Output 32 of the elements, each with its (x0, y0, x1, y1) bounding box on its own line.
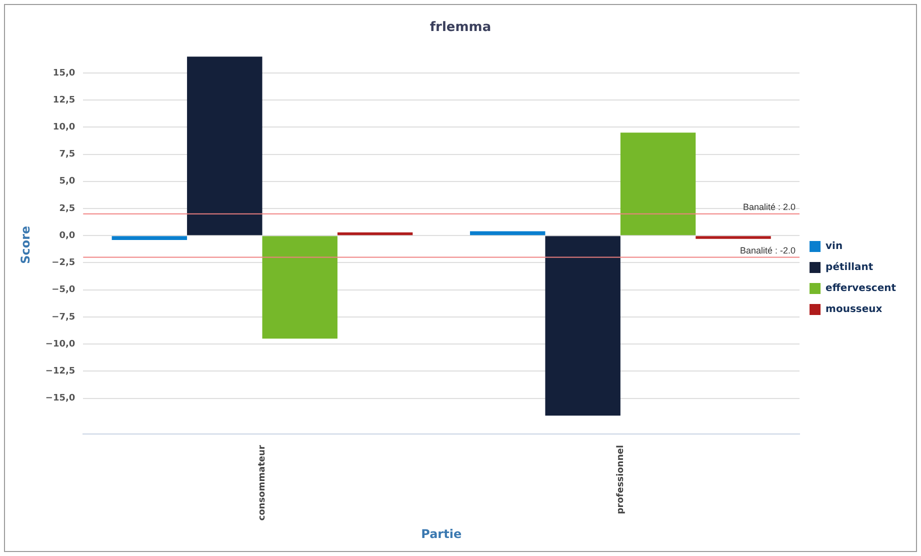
x-axis-title: Partie (421, 526, 462, 541)
y-tick-label: 7,5 (59, 150, 76, 160)
y-tick-label: −15,0 (45, 394, 76, 404)
y-tick-label: 2,5 (59, 204, 76, 214)
x-tick-label: professionnel (616, 445, 626, 514)
legend-label: effervescent (826, 283, 896, 294)
legend-label: mousseux (826, 304, 883, 316)
x-tick-label: consommateur (258, 444, 268, 521)
legend-label: pétillant (826, 262, 874, 274)
ref-line-label: Banalité : 2.0 (742, 202, 796, 212)
y-tick-label: −10,0 (45, 339, 76, 350)
bar (696, 236, 771, 239)
y-tick-label: 0,0 (59, 230, 76, 241)
ref-line-label: Banalité : -2.0 (740, 245, 796, 256)
y-tick-label: −12,5 (45, 366, 76, 377)
y-tick-label: −2,5 (52, 258, 76, 268)
bar (337, 232, 413, 236)
y-tick-label: −7,5 (52, 312, 76, 322)
bar (262, 236, 338, 339)
y-tick-label: 12,5 (52, 95, 76, 106)
bar (545, 236, 620, 416)
y-axis-title: Score (18, 226, 32, 264)
bar (187, 56, 262, 236)
chart-title: frlemma (430, 20, 492, 36)
y-tick-label: 5,0 (59, 176, 76, 187)
legend-label: vin (826, 241, 843, 252)
bar (620, 132, 696, 236)
bar (470, 231, 546, 236)
bar (112, 236, 188, 240)
y-tick-label: 15,0 (52, 68, 76, 78)
y-tick-label: 10,0 (52, 122, 76, 133)
y-tick-label: −5,0 (52, 285, 76, 296)
